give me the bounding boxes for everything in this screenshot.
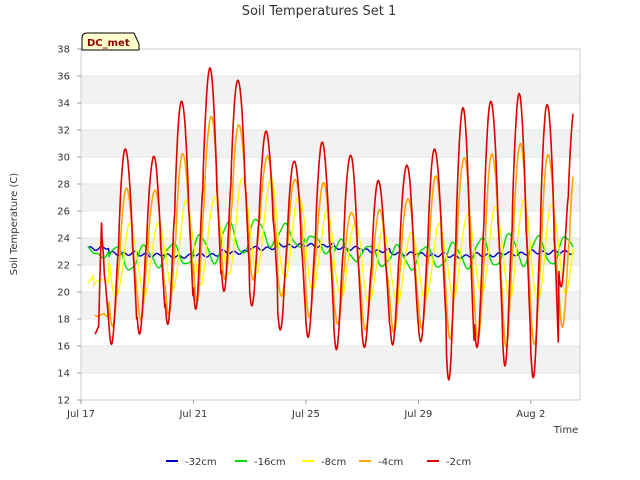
y-tick-label: 32: [57, 126, 70, 137]
site-badge-box: [81, 32, 140, 51]
y-tick-label: 30: [57, 153, 70, 164]
legend-label: -32cm: [185, 457, 217, 468]
y-tick-label: 20: [57, 288, 70, 299]
grid-band: [81, 346, 580, 373]
y-tick-label: 18: [57, 315, 70, 326]
site-badge: DC_met: [81, 32, 140, 51]
grid-band: [81, 130, 580, 157]
series-line-minus-4cm: [94, 115, 574, 349]
y-axis-title: Soil Temperature (C): [9, 173, 20, 276]
x-axis-title: Time: [553, 425, 578, 436]
y-tick-label: 12: [57, 396, 70, 407]
x-tick-label: Aug 2: [516, 409, 545, 420]
y-tick-label: 38: [57, 45, 70, 56]
series-line-minus-8cm: [87, 176, 574, 305]
y-tick-label: 14: [57, 369, 70, 380]
y-tick-label: 34: [57, 99, 70, 110]
x-tick-label: Jul 29: [403, 409, 432, 420]
grid-band: [81, 103, 580, 130]
x-axis: Jul 17 Jul 21 Jul 25 Jul 29 Aug 2: [66, 400, 545, 420]
grid-band: [81, 319, 580, 346]
legend-label: -16cm: [254, 457, 286, 468]
plot-area-frame: [80, 48, 581, 401]
grid-band: [81, 184, 580, 211]
legend: -32cm -16cm -8cm -4cm -2cm: [166, 457, 471, 468]
grid-band: [81, 49, 580, 76]
grid-band: [81, 292, 580, 319]
y-tick-label: 28: [57, 180, 70, 191]
site-badge-label: DC_met: [87, 38, 130, 49]
y-tick-label: 36: [57, 72, 70, 83]
series-layer: [87, 67, 574, 381]
x-tick-label: Jul 21: [178, 409, 207, 420]
y-axis: 12 14 16 18 20 22 24 26 28 30 32 34 36 38: [57, 45, 81, 407]
legend-label: -2cm: [446, 457, 471, 468]
y-tick-label: 22: [57, 261, 70, 272]
legend-label: -4cm: [378, 457, 403, 468]
y-tick-label: 16: [57, 342, 70, 353]
series-line-minus-2cm: [94, 67, 574, 381]
legend-label: -8cm: [321, 457, 346, 468]
chart-title: Soil Temperatures Set 1: [242, 4, 397, 19]
grid-band: [81, 373, 580, 400]
y-tick-label: 26: [57, 207, 70, 218]
x-tick-label: Jul 17: [66, 409, 95, 420]
x-tick-label: Jul 25: [291, 409, 320, 420]
y-tick-label: 24: [57, 234, 70, 245]
grid-band: [81, 76, 580, 103]
